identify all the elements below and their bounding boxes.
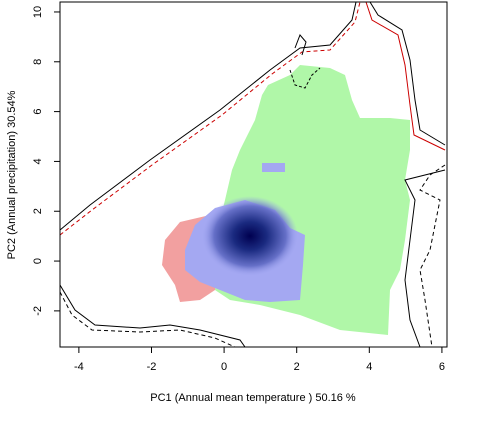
x-tick-label: 0	[221, 361, 227, 373]
envelopes	[60, 2, 446, 347]
x-tick-label: 4	[366, 361, 372, 373]
x-tick-label: -4	[74, 361, 84, 373]
x-tick-label: 2	[294, 361, 300, 373]
y-tick-label: 0	[32, 258, 44, 264]
y-tick-label: 8	[32, 59, 44, 65]
plot-frame	[59, 1, 448, 348]
density-core	[202, 196, 298, 276]
y-tick-label: 2	[32, 208, 44, 214]
blue-patch	[262, 163, 285, 172]
x-axis-label: PC1 (Annual mean temperature ) 50.16 %	[150, 392, 356, 404]
y-tick-label: 10	[32, 6, 44, 18]
y-tick-label: 6	[32, 109, 44, 115]
x-tick-label: 6	[439, 361, 445, 373]
y-axis-label: PC2 (Annual precipitation) 30.54%	[6, 90, 18, 259]
y-tick-label: -2	[32, 306, 44, 316]
x-tick-label: -2	[147, 361, 157, 373]
y-tick-label: 4	[32, 158, 44, 164]
niche-map	[60, 2, 446, 347]
